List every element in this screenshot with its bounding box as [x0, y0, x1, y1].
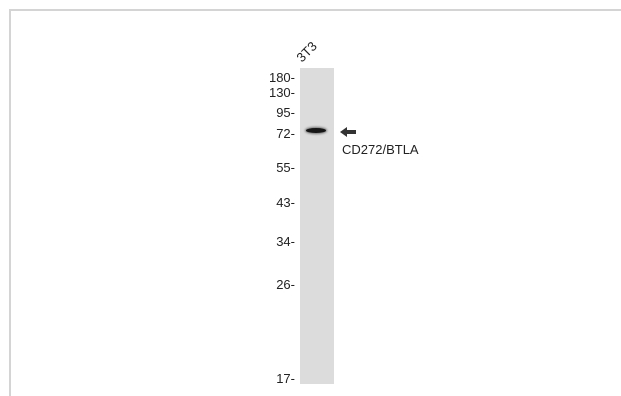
marker-43: 43-	[276, 195, 295, 210]
lane-label: 3T3	[293, 38, 320, 65]
protein-band	[306, 128, 326, 133]
marker-34: 34-	[276, 234, 295, 249]
blot-lane	[300, 68, 334, 384]
marker-26: 26-	[276, 277, 295, 292]
marker-55: 55-	[276, 160, 295, 175]
marker-180: 180-	[268, 70, 295, 85]
frame-top-border	[9, 9, 621, 11]
arrow-left-icon	[340, 127, 356, 137]
protein-label: CD272/BTLA	[342, 142, 419, 157]
marker-17: 17-	[276, 371, 295, 386]
marker-130: 130-	[268, 85, 295, 100]
frame-left-border	[9, 9, 11, 396]
marker-72: 72-	[276, 126, 295, 141]
marker-95: 95-	[276, 105, 295, 120]
